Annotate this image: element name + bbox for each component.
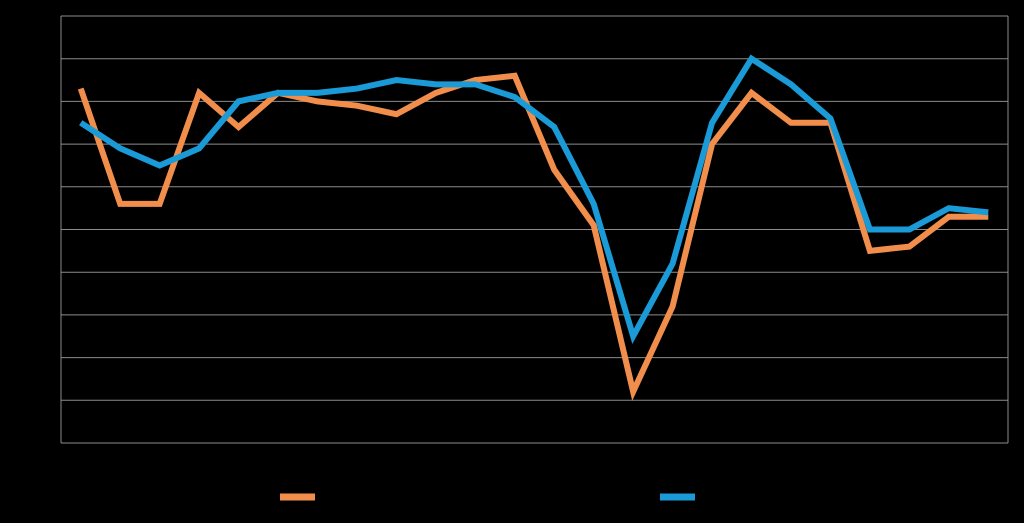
series-line (79, 54, 989, 345)
